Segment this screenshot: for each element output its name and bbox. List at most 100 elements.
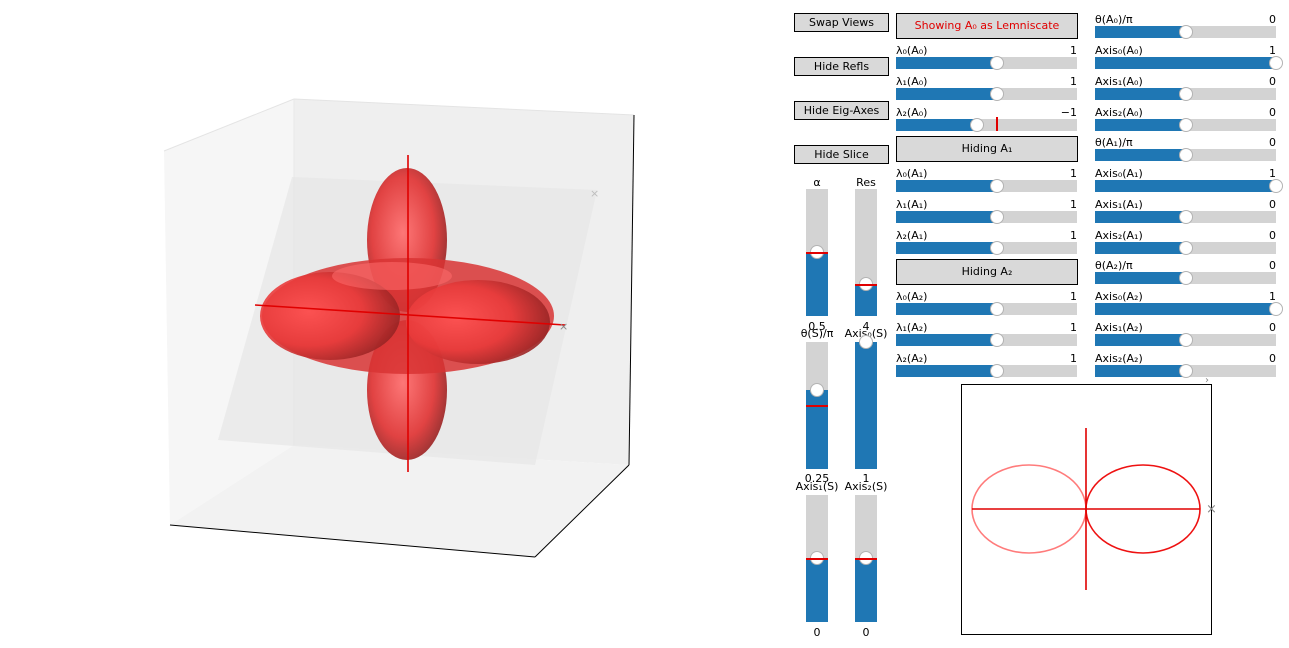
rotation-slider[interactable] <box>1095 118 1276 132</box>
eigenvalue-slider[interactable] <box>896 56 1077 70</box>
rotation-slider-fill <box>1095 88 1186 100</box>
vslider-label: Axis₀(S) <box>844 327 888 340</box>
vslider-fill <box>855 558 877 622</box>
eigenvalue-slider[interactable] <box>896 179 1077 193</box>
vslider[interactable] <box>855 335 877 469</box>
rotation-slider-fill <box>1095 211 1186 223</box>
eigenvalue-value: 1 <box>1070 352 1077 365</box>
hiding-a2-button[interactable]: Hiding A₂ <box>896 259 1078 285</box>
vslider-label: α <box>813 176 821 189</box>
rotation-slider[interactable] <box>1095 302 1283 316</box>
swap-views-button[interactable]: Swap Views <box>794 13 889 32</box>
eigenvalue-value: 1 <box>1070 198 1077 211</box>
rotation-slider[interactable] <box>1095 25 1276 39</box>
eig-axis-horizontal <box>254 304 566 326</box>
vslider-handle[interactable] <box>810 383 824 397</box>
rotation-slider-handle[interactable] <box>1269 56 1283 70</box>
rotation-slider[interactable] <box>1095 241 1276 255</box>
vslider[interactable] <box>806 342 828 469</box>
rotation-slider-handle[interactable] <box>1179 271 1193 285</box>
vslider[interactable] <box>855 189 877 316</box>
rotation-slider-fill <box>1095 149 1186 161</box>
rotation-slider-fill <box>1095 272 1186 284</box>
rotation-slider[interactable] <box>1095 148 1276 162</box>
eigenvalue-value: 1 <box>1070 167 1077 180</box>
rotation-slider-handle[interactable] <box>1179 333 1193 347</box>
hiding-a1-button[interactable]: Hiding A₁ <box>896 136 1078 162</box>
rotation-slider[interactable] <box>1095 210 1276 224</box>
slice-edge-marker: × <box>1206 502 1217 517</box>
eigenvalue-slider-handle[interactable] <box>970 118 984 132</box>
eigenvalue-slider[interactable] <box>896 87 1077 101</box>
eigenvalue-value: 1 <box>1070 44 1077 57</box>
slice-marker: × <box>590 187 599 200</box>
vslider-fill <box>806 558 828 622</box>
rotation-slider[interactable] <box>1095 56 1283 70</box>
rotation-label: Axis₀(A₀) <box>1095 44 1143 57</box>
eigenvalue-slider-handle[interactable] <box>990 241 1004 255</box>
box-edge-bottom-right <box>534 464 630 558</box>
hide-refls-button[interactable]: Hide Refls <box>794 57 889 76</box>
rotation-slider-handle[interactable] <box>1179 118 1193 132</box>
box-edge-top-back <box>293 98 635 116</box>
rotation-slider-handle[interactable] <box>1269 302 1283 316</box>
rotation-slider[interactable] <box>1095 364 1276 378</box>
rotation-slider[interactable] <box>1095 87 1276 101</box>
slice-plot-svg[interactable] <box>961 384 1212 635</box>
eigenvalue-slider-handle[interactable] <box>990 364 1004 378</box>
rotation-slider-handle[interactable] <box>1269 179 1283 193</box>
rotation-label: θ(A₀)/π <box>1095 13 1133 26</box>
rotation-label: Axis₂(A₁) <box>1095 229 1143 242</box>
eigenvalue-label: λ₀(A₀) <box>896 44 928 57</box>
eigenvalue-slider[interactable] <box>896 118 1077 132</box>
slice-view[interactable]: × › <box>961 375 1217 635</box>
eigenvalue-slider-handle[interactable] <box>990 56 1004 70</box>
eigenvalue-slider[interactable] <box>896 302 1077 316</box>
rotation-slider[interactable] <box>1095 179 1283 193</box>
rotation-slider-fill <box>1095 334 1186 346</box>
rotation-value: 0 <box>1269 352 1276 365</box>
eigenvalue-slider[interactable] <box>896 210 1077 224</box>
rotation-slider-fill <box>1095 119 1186 131</box>
eigenvalue-slider[interactable] <box>896 364 1077 378</box>
eigenvalue-slider-handle[interactable] <box>990 302 1004 316</box>
rotation-slider-handle[interactable] <box>1179 148 1193 162</box>
3d-plot-svg[interactable]: × × <box>150 90 650 570</box>
vslider-fill <box>855 284 877 316</box>
rotation-label: Axis₁(A₂) <box>1095 321 1143 334</box>
rotation-slider[interactable] <box>1095 271 1276 285</box>
vslider-init-marker <box>806 405 828 407</box>
rotation-slider-fill <box>1095 242 1186 254</box>
eigenvalue-label: λ₂(A₁) <box>896 229 928 242</box>
rotation-slider-handle[interactable] <box>1179 364 1193 378</box>
rotation-slider[interactable] <box>1095 333 1276 347</box>
eigenvalue-slider-handle[interactable] <box>990 210 1004 224</box>
eigenvalue-slider[interactable] <box>896 333 1077 347</box>
vslider-init-marker <box>855 558 877 560</box>
rotation-slider-handle[interactable] <box>1179 241 1193 255</box>
rotation-value: 0 <box>1269 13 1276 26</box>
rotation-slider-handle[interactable] <box>1179 87 1193 101</box>
eigenvalue-label: λ₁(A₂) <box>896 321 928 334</box>
vslider-handle[interactable] <box>859 335 873 349</box>
eigenvalue-slider-handle[interactable] <box>990 179 1004 193</box>
3d-view[interactable]: × × <box>150 90 650 570</box>
rotation-value: 0 <box>1269 136 1276 149</box>
eigenvalue-slider[interactable] <box>896 241 1077 255</box>
eigenvalue-label: λ₁(A₁) <box>896 198 928 211</box>
rotation-label: Axis₀(A₁) <box>1095 167 1143 180</box>
hide-slice-button[interactable]: Hide Slice <box>794 145 889 164</box>
rotation-slider-fill <box>1095 57 1276 69</box>
hide-eig-axes-button[interactable]: Hide Eig-Axes <box>794 101 889 120</box>
rotation-value: 0 <box>1269 229 1276 242</box>
eigenvalue-slider-fill <box>896 365 997 377</box>
rotation-slider-handle[interactable] <box>1179 210 1193 224</box>
eigenvalue-value: 1 <box>1070 75 1077 88</box>
floor-pane <box>170 445 629 557</box>
eigenvalue-slider-fill <box>896 119 977 131</box>
lemniscate-mode-button[interactable]: Showing A₀ as Lemniscate <box>896 13 1078 39</box>
rotation-slider-handle[interactable] <box>1179 25 1193 39</box>
eigenvalue-slider-handle[interactable] <box>990 333 1004 347</box>
eigenvalue-slider-handle[interactable] <box>990 87 1004 101</box>
rotation-label: θ(A₁)/π <box>1095 136 1133 149</box>
